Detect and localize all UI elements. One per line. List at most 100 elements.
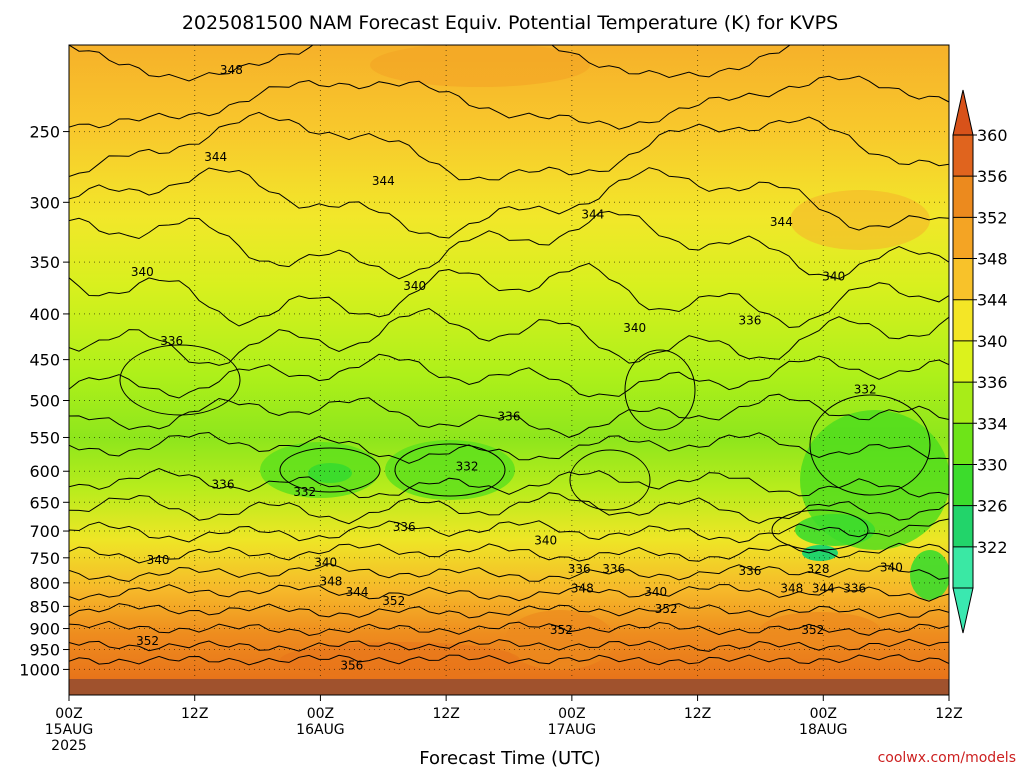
contour-line [69, 492, 949, 525]
contour-label: 340 [403, 279, 426, 293]
contour-label: 340 [644, 585, 667, 599]
colorbar-swatch [953, 382, 973, 424]
dry-patch [370, 45, 590, 87]
colorbar-label: 356 [977, 167, 1008, 186]
x-tick-label: 17AUG [548, 722, 597, 738]
y-tick-label: 900 [29, 620, 60, 639]
contour-label: 336 [738, 314, 761, 328]
x-tick-label: 18AUG [799, 722, 848, 738]
contour-label: 352 [136, 634, 159, 648]
colorbar-swatch [953, 299, 973, 342]
plot-area [68, 44, 950, 696]
colorbar-label: 344 [977, 291, 1008, 310]
y-tick-label: 650 [29, 493, 60, 512]
dry-patch [790, 190, 930, 250]
colorbar-label: 336 [977, 373, 1008, 392]
x-tick-label: 12Z [935, 706, 962, 722]
contour-loop [624, 349, 696, 431]
contour-line [69, 603, 949, 619]
contour-label: 336 [212, 478, 235, 492]
x-tick-label: 12Z [684, 706, 711, 722]
contour-label: 340 [623, 321, 646, 335]
contour-label: 332 [293, 485, 316, 499]
contour-label: 340 [131, 265, 154, 279]
contour-line [69, 431, 949, 464]
y-tick-label: 700 [29, 522, 60, 541]
dry-patch [280, 642, 520, 678]
moist-patch [308, 463, 352, 483]
moist-patch [385, 440, 515, 500]
plot-frame [68, 44, 950, 696]
colorbar: 360 356 352 348 344 340 336 334 330 326 322 [952, 89, 1008, 634]
contour-line [69, 542, 949, 564]
colorbar-label: 348 [977, 250, 1008, 269]
contour-label: 344 [770, 215, 793, 229]
contour-label: 336 [843, 581, 866, 595]
colorbar-label: 334 [977, 414, 1008, 433]
dry-patch [505, 610, 615, 670]
contour-line [69, 467, 949, 499]
colorbar-swatch [953, 423, 973, 465]
contour-loop [771, 509, 869, 551]
contour-label: 336 [602, 562, 625, 576]
contour-line [69, 75, 949, 130]
x-tick-label: 00Z [307, 706, 334, 722]
contour-line [69, 210, 949, 280]
x-tick-label: 12Z [181, 706, 208, 722]
y-axis: 250 300 350 400 450 500 550 600 650 700 750 800 850 9… [19, 123, 69, 679]
contour-label: 340 [314, 555, 337, 569]
colorbar-swatch [953, 464, 973, 507]
contour-label: 336 [393, 520, 416, 534]
contour-line [69, 638, 949, 652]
contour-label: 352 [801, 623, 824, 637]
x-tick-label: 00Z [558, 706, 585, 722]
contour-label: 344 [581, 208, 604, 222]
contour-label: 356 [340, 659, 363, 673]
chart-title: 2025081500 NAM Forecast Equiv. Potential… [182, 12, 838, 34]
contour-label: 344 [346, 585, 369, 599]
contour-label: 352 [655, 602, 678, 616]
contour-label: 348 [571, 581, 594, 595]
y-tick-label: 500 [29, 391, 60, 410]
contour-label: 348 [319, 574, 342, 588]
contour-label: 340 [880, 561, 903, 575]
contour-label: 348 [780, 581, 803, 595]
contour-label: 328 [807, 562, 830, 576]
y-tick-label: 750 [29, 549, 60, 568]
moist-patch [802, 545, 838, 561]
contour-label: 352 [382, 594, 405, 608]
contour-line [69, 262, 949, 329]
contour-line [69, 45, 791, 82]
colorbar-label: 360 [977, 126, 1008, 145]
contour-line [69, 563, 949, 582]
field-patches [260, 45, 949, 678]
colorbar-label: 322 [977, 538, 1008, 557]
x-tick-label: 2025 [51, 738, 87, 754]
contour-label: 336 [568, 562, 591, 576]
contour-label: 336 [498, 409, 521, 423]
contour-line [69, 393, 949, 438]
y-tick-label: 600 [29, 462, 60, 481]
colorbar-label: 330 [977, 455, 1008, 474]
x-tick-label: 00Z [810, 706, 837, 722]
colorbar-label: 326 [977, 497, 1008, 516]
y-tick-label: 300 [29, 193, 60, 212]
contour-line [69, 654, 949, 666]
x-tick-label: 00Z [55, 706, 82, 722]
contour-label: 344 [372, 174, 395, 188]
contour-loop [569, 449, 651, 511]
contour-label: 332 [456, 459, 479, 473]
colorbar-label: 352 [977, 208, 1008, 227]
y-tick-label: 950 [29, 641, 60, 660]
dry-patch [760, 612, 880, 648]
y-tick-label: 1000 [19, 660, 60, 679]
contour-loop [119, 344, 241, 416]
colorbar-swatch [953, 217, 973, 260]
colorbar-label: 340 [977, 332, 1008, 351]
contour-label: 344 [204, 150, 227, 164]
contour-label: 344 [812, 581, 835, 595]
contour-loop [394, 443, 506, 497]
